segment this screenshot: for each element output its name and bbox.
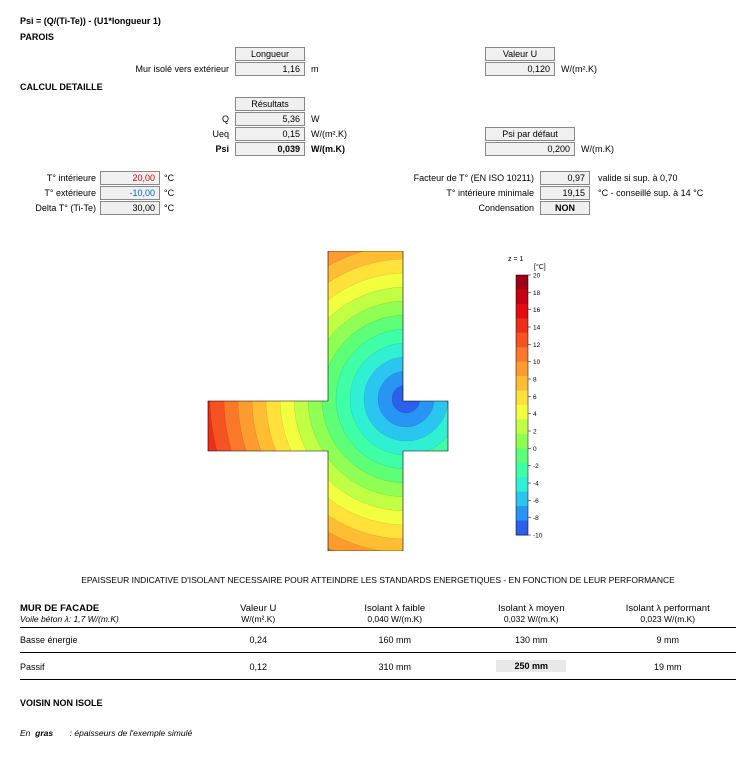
footnote-bold: gras <box>35 728 53 738</box>
col2-h2: 0,032 W/(m.K) <box>463 614 600 624</box>
longueur-value: 1,16 <box>235 62 305 76</box>
ti-label: T° intérieure <box>20 173 100 183</box>
col2-h1: Isolant λ moyen <box>463 603 600 614</box>
svg-text:16: 16 <box>533 307 541 314</box>
table-row: Basse énergie0,24160 mm130 mm9 mm <box>20 631 736 649</box>
tmin-note: °C - conseillé sup. à 14 °C <box>590 188 703 198</box>
dt-value: 30,00 <box>100 201 160 215</box>
row-value: 130 mm <box>463 635 600 645</box>
ueq-value: 0,15 <box>235 127 305 141</box>
parois-label: Mur isolé vers extérieur <box>20 64 235 74</box>
valeuru-unit: W/(m².K) <box>555 64 625 74</box>
row-value: 0,12 <box>190 662 327 672</box>
ti-unit: °C <box>160 173 174 183</box>
svg-text:12: 12 <box>533 342 541 349</box>
col3-h2: 0,023 W/(m.K) <box>600 614 737 624</box>
formula-title: Psi = (Q/(Ti-Te)) - (U1*longueur 1) <box>20 16 736 26</box>
colorbar-svg: z = 1[°C]20181614121086420-2-4-6-8-10 <box>508 251 568 551</box>
col3-h1: Isolant λ performant <box>600 603 737 614</box>
psidef-unit: W/(m.K) <box>575 144 645 154</box>
svg-text:-10: -10 <box>533 533 543 540</box>
col1-h1: Isolant λ faible <box>327 603 464 614</box>
footnote-rest: : épaisseurs de l'exemple simulé <box>70 728 193 738</box>
valeuru-header: Valeur U <box>485 47 555 61</box>
ft-note: valide si sup. à 0,70 <box>590 173 678 183</box>
parois-header-row: Longueur Valeur U <box>20 46 736 61</box>
ti-value: 20,00 <box>100 171 160 185</box>
psi-label: Psi <box>20 144 235 154</box>
dt-unit: °C <box>160 203 174 213</box>
svg-text:14: 14 <box>533 325 541 332</box>
row-value: 160 mm <box>327 635 464 645</box>
row-value: 0,24 <box>190 635 327 645</box>
highlighted-value: 250 mm <box>496 660 566 672</box>
svg-text:0: 0 <box>533 446 537 453</box>
row-value: 310 mm <box>327 662 464 672</box>
row-label: Passif <box>20 662 190 672</box>
longueur-header: Longueur <box>235 47 305 61</box>
ueq-label: Ueq <box>20 129 235 139</box>
row-label: Basse énergie <box>20 635 190 645</box>
svg-text:-8: -8 <box>533 515 539 522</box>
dt-label: Delta T° (Ti-Te) <box>20 203 100 213</box>
svg-text:-2: -2 <box>533 463 539 470</box>
voisin-label: VOISIN NON ISOLE <box>20 698 736 708</box>
psi-value: 0,039 <box>235 142 305 156</box>
q-label: Q <box>20 114 235 124</box>
psidef-value: 0,200 <box>485 142 575 156</box>
parois-title: PAROIS <box>20 32 736 42</box>
longueur-unit: m <box>305 64 375 74</box>
thermal-figure: z = 1[°C]20181614121086420-2-4-6-8-10 <box>20 251 736 551</box>
col0-h1: Valeur U <box>190 603 327 614</box>
q-unit: W <box>305 114 375 124</box>
cond-label: Condensation <box>370 203 540 213</box>
svg-text:20: 20 <box>533 273 541 280</box>
svg-text:18: 18 <box>533 290 541 297</box>
svg-text:2: 2 <box>533 429 537 436</box>
te-label: T° extérieure <box>20 188 100 198</box>
svg-text:-6: -6 <box>533 498 539 505</box>
svg-text:[°C]: [°C] <box>534 263 546 271</box>
q-value: 5,36 <box>235 112 305 126</box>
svg-text:4: 4 <box>533 411 537 418</box>
svg-text:z = 1: z = 1 <box>508 256 523 263</box>
svg-text:6: 6 <box>533 394 537 401</box>
temperature-block: T° intérieure 20,00 °C T° extérieure -10… <box>20 170 736 215</box>
tmin-value: 19,15 <box>540 186 590 200</box>
insulation-title: EPAISSEUR INDICATIVE D'ISOLANT NECESSAIR… <box>20 575 736 585</box>
svg-text:-4: -4 <box>533 481 539 488</box>
col0-h2: W/(m².K) <box>190 614 327 624</box>
table-row: Passif0,12310 mm 250 mm 19 mm <box>20 656 736 676</box>
valeuru-value: 0,120 <box>485 62 555 76</box>
resultats-header: Résultats <box>235 97 305 111</box>
row-value: 9 mm <box>600 635 737 645</box>
parois-value-row: Mur isolé vers extérieur 1,16 m 0,120 W/… <box>20 61 736 76</box>
psi-unit: W/(m.K) <box>305 144 375 154</box>
te-value: -10,00 <box>100 186 160 200</box>
murfacade-label: MUR DE FACADE <box>20 603 190 614</box>
footnote: En gras : épaisseurs de l'exemple simulé <box>20 728 736 738</box>
svg-text:8: 8 <box>533 377 537 384</box>
ft-value: 0,97 <box>540 171 590 185</box>
calcul-title: CALCUL DETAILLE <box>20 82 736 92</box>
thermal-contour-svg <box>188 251 468 551</box>
psidef-header: Psi par défaut <box>485 127 575 141</box>
te-unit: °C <box>160 188 174 198</box>
murfacade-sub: Voile béton λ: 1,7 W/(m.K) <box>20 614 190 624</box>
ueq-unit: W/(m².K) <box>305 129 375 139</box>
insulation-table: MUR DE FACADE Voile béton λ: 1,7 W/(m.K)… <box>20 603 736 680</box>
col1-h2: 0,040 W/(m.K) <box>327 614 464 624</box>
svg-text:10: 10 <box>533 359 541 366</box>
footnote-prefix: En <box>20 728 30 738</box>
row-value: 250 mm <box>463 660 600 672</box>
cond-value: NON <box>540 201 590 215</box>
ft-label: Facteur de T° (EN ISO 10211) <box>370 173 540 183</box>
tmin-label: T° intérieure minimale <box>370 188 540 198</box>
row-value: 19 mm <box>600 662 737 672</box>
